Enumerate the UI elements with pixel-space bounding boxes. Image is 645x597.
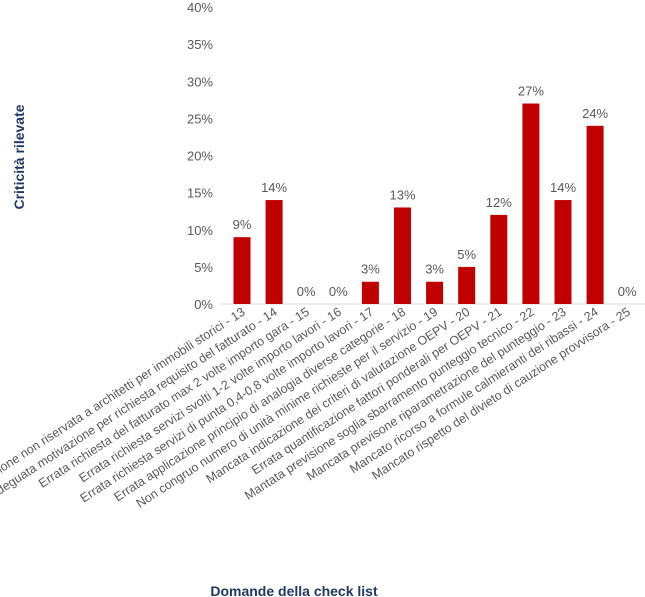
- y-tick-label: 5%: [194, 260, 213, 275]
- bar: [394, 207, 411, 304]
- data-label: 14%: [261, 180, 287, 195]
- bar: [586, 125, 604, 304]
- bar: [458, 266, 476, 304]
- data-label: 3%: [361, 262, 380, 277]
- data-label: 0%: [329, 284, 348, 299]
- data-label: 12%: [486, 195, 512, 210]
- y-axis-title: Criticità rilevate: [11, 104, 27, 209]
- data-label: 3%: [425, 262, 444, 277]
- y-axis-ticks: 0% 5% 10% 15% 20% 25% 30% 35% 40%: [187, 0, 213, 312]
- data-label: 0%: [618, 284, 637, 299]
- bars: [233, 103, 604, 305]
- bar: [265, 200, 283, 304]
- bar: [361, 281, 379, 304]
- y-tick-label: 15%: [187, 186, 213, 201]
- data-label: 9%: [233, 217, 252, 232]
- y-tick-label: 30%: [187, 74, 213, 89]
- bar: [426, 281, 444, 304]
- y-tick-label: 25%: [187, 111, 213, 126]
- x-axis-title: Domande della check list: [210, 583, 378, 597]
- y-tick-label: 10%: [187, 223, 213, 238]
- data-label: 24%: [582, 106, 608, 121]
- y-tick-label: 40%: [187, 0, 213, 15]
- bar: [522, 103, 540, 305]
- y-tick-label: 20%: [187, 149, 213, 164]
- bar: [490, 214, 508, 304]
- data-label: 0%: [297, 284, 316, 299]
- bar: [554, 200, 572, 304]
- y-tick-label: 35%: [187, 37, 213, 52]
- data-label: 14%: [550, 180, 576, 195]
- data-label: 13%: [389, 187, 415, 202]
- bar: [233, 237, 251, 304]
- y-tick-label: 0%: [194, 297, 213, 312]
- x-axis-ticks: Prestazione non riservata a architetti p…: [0, 305, 633, 516]
- data-labels: 9% 14% 0% 0% 3% 13% 3% 5% 12% 27% 14% 24% 0%: [233, 84, 637, 299]
- data-label: 27%: [518, 84, 544, 99]
- data-label: 5%: [457, 247, 476, 262]
